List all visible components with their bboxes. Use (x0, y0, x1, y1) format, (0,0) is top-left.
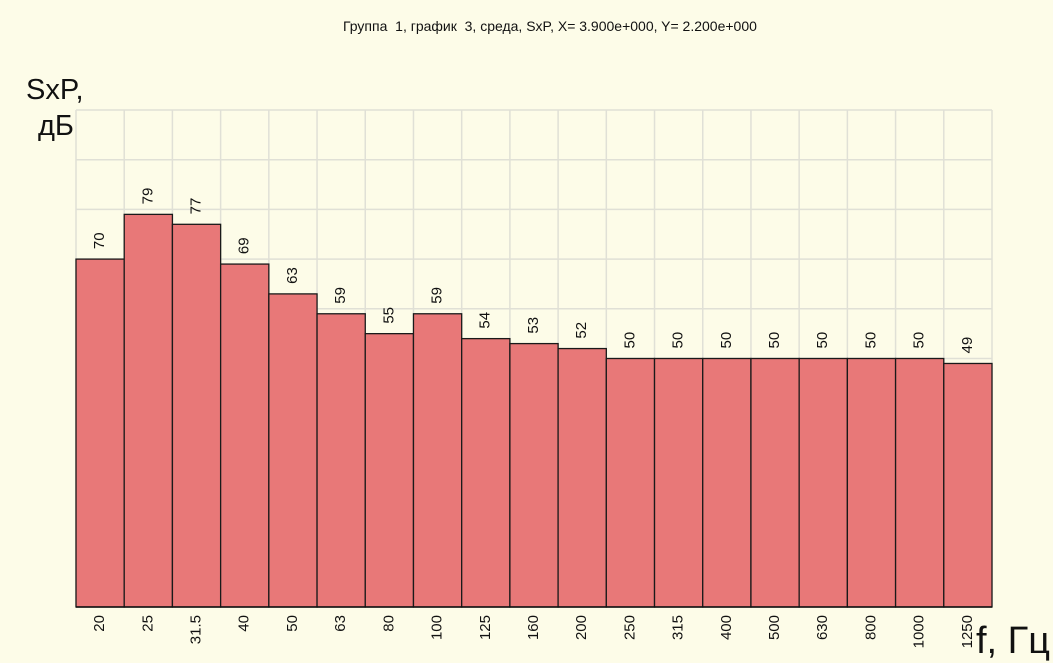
bar-value-label: 50 (911, 332, 928, 349)
x-tick-label: 20 (91, 615, 108, 632)
bar (219, 263, 270, 608)
x-tick-label: 500 (766, 615, 783, 640)
bar (509, 342, 559, 608)
bar (798, 357, 849, 608)
x-tick-label: 1000 (911, 615, 928, 648)
bar (75, 258, 125, 608)
x-tick-label: 1250 (959, 615, 976, 648)
bar-value-label: 52 (573, 322, 590, 339)
bar-value-label: 59 (429, 287, 446, 304)
bar-value-label: 49 (959, 337, 976, 354)
chart-title: Группа 1, график 3, среда, SxP, X= 3.900… (343, 18, 757, 34)
bar (268, 293, 318, 608)
x-tick-label: 200 (573, 615, 590, 640)
bar-value-label: 50 (670, 332, 687, 349)
bar-value-label: 77 (187, 198, 204, 215)
bar (364, 332, 415, 608)
x-tick-label: 800 (862, 615, 879, 640)
bar-value-label: 50 (862, 332, 879, 349)
x-tick-label: 25 (139, 615, 156, 632)
bar (461, 337, 511, 608)
x-axis-label: f, Гц (976, 620, 1051, 662)
bar (750, 357, 800, 608)
bars (75, 213, 993, 608)
bar (846, 357, 897, 608)
bar-value-label: 53 (525, 317, 542, 334)
bar-value-label: 69 (236, 237, 253, 254)
x-tick-label: 250 (621, 615, 638, 640)
bar-value-label: 79 (139, 188, 156, 205)
x-tick-label: 50 (284, 615, 301, 632)
x-tick-label: 125 (477, 615, 494, 640)
bar (412, 313, 463, 608)
x-tick-label: 630 (814, 615, 831, 640)
bar-value-label: 70 (91, 232, 108, 249)
bar-value-label: 59 (332, 287, 349, 304)
value-labels: 70 79 77 69 63 59 55 59 54 53 52 50 50 50 50 50 50 50 49 (91, 188, 976, 354)
bar (316, 313, 366, 608)
bar (557, 347, 607, 608)
bar-value-label: 50 (621, 332, 638, 349)
bar-value-label: 50 (718, 332, 735, 349)
bar (171, 223, 222, 608)
x-tick-labels: 20 25 31.5 40 50 63 80 100 125 160 200 250 315 400 500… (91, 615, 976, 648)
x-tick-label: 400 (718, 615, 735, 640)
x-tick-label: 315 (670, 615, 687, 640)
x-tick-label: 80 (380, 615, 397, 632)
bar (894, 357, 945, 608)
x-tick-label: 100 (429, 615, 446, 640)
bar (702, 357, 752, 608)
y-axis-label-line2: дБ (38, 110, 74, 142)
bar-value-label: 55 (380, 307, 397, 324)
x-tick-label: 31.5 (187, 615, 204, 644)
bar (653, 357, 704, 608)
bar-value-label: 54 (477, 312, 494, 329)
y-axis-label-line1: SxP, (26, 74, 84, 106)
bar-value-label: 50 (814, 332, 831, 349)
bar (943, 362, 993, 608)
x-tick-label: 160 (525, 615, 542, 640)
x-tick-label: 63 (332, 615, 349, 632)
bar (123, 213, 174, 608)
bar (605, 357, 656, 608)
x-tick-label: 40 (236, 615, 253, 632)
bar-value-label: 63 (284, 267, 301, 284)
bar-value-label: 50 (766, 332, 783, 349)
